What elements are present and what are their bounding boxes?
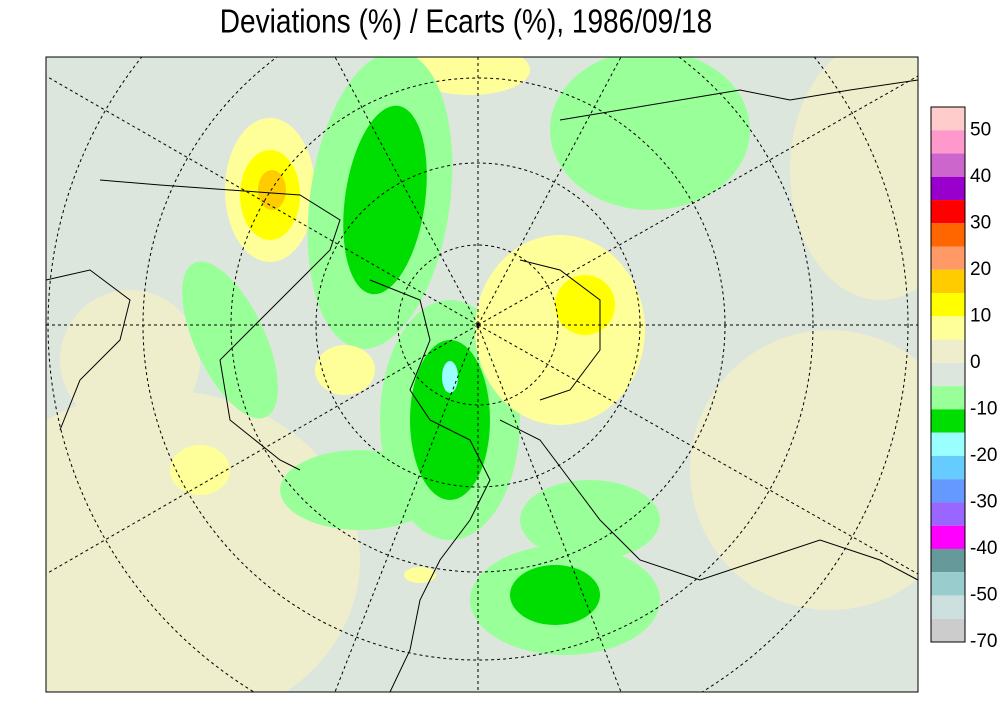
legend-swatch: [931, 432, 965, 456]
legend-swatch: [931, 525, 965, 549]
legend-label: -20: [970, 445, 997, 466]
legend-label: 10: [970, 305, 991, 326]
legend-label: -10: [970, 398, 997, 419]
title: Deviations (%) / Ecarts (%), 1986/09/18: [220, 4, 712, 41]
legend-swatch: [931, 246, 965, 270]
legend-swatch: [931, 107, 965, 131]
legend-swatch: [931, 409, 965, 433]
legend-swatch: [931, 269, 965, 294]
legend-swatch: [931, 153, 965, 177]
legend-swatch: [931, 455, 965, 480]
legend-label: 30: [970, 212, 991, 233]
legend-swatch: [931, 479, 965, 503]
legend-label: 0: [970, 352, 981, 373]
legend-swatch: [931, 595, 965, 619]
legend-label: -30: [970, 491, 997, 512]
legend-label: -50: [970, 584, 997, 605]
legend-swatch: [931, 316, 965, 340]
legend-label: -40: [970, 538, 997, 559]
legend-swatch: [931, 176, 965, 201]
legend-swatch: [931, 362, 965, 387]
legend-label: 50: [970, 119, 991, 140]
map: [45, 56, 919, 693]
legend-swatch: [931, 130, 965, 154]
legend-swatch: [931, 386, 965, 410]
legend-swatch: [931, 618, 965, 642]
legend-swatch: [931, 223, 965, 247]
legend-swatch: [931, 572, 965, 596]
legend-label: -70: [970, 631, 997, 652]
legend-swatch: [931, 293, 965, 317]
legend-frame: [930, 106, 966, 643]
legend-label: 20: [970, 259, 991, 280]
legend: 50 40 30 20 10 0 -10 -20 -30 -40 -50 -70: [930, 106, 997, 652]
legend-swatch: [931, 200, 965, 224]
legend-swatch: [931, 502, 965, 526]
legend-label: 40: [970, 166, 991, 187]
legend-swatch: [931, 339, 965, 363]
legend-swatch: [931, 548, 965, 573]
